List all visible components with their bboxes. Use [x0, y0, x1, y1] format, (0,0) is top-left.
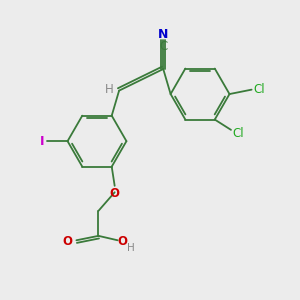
Text: I: I	[40, 135, 44, 148]
Text: H: H	[104, 83, 113, 96]
Text: C: C	[159, 40, 167, 53]
Text: Cl: Cl	[253, 83, 265, 96]
Text: O: O	[63, 235, 73, 248]
Text: O: O	[110, 187, 120, 200]
Text: Cl: Cl	[232, 127, 244, 140]
Text: H: H	[127, 243, 135, 253]
Text: O: O	[118, 235, 128, 248]
Text: N: N	[158, 28, 168, 41]
